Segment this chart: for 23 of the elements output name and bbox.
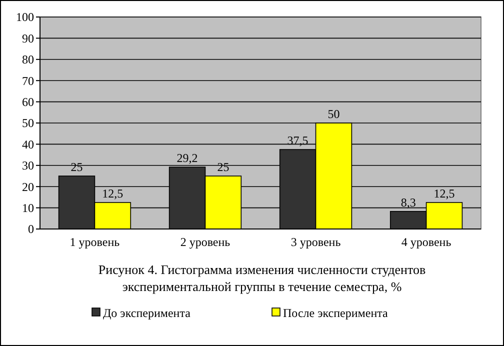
y-tick-label: 100 <box>16 10 34 24</box>
y-tick-label: 90 <box>22 31 34 46</box>
y-tick-label: 50 <box>22 116 34 130</box>
x-tick-label: 4 уровень <box>401 235 452 249</box>
y-tick-label: 20 <box>22 180 34 194</box>
data-label: 12,5 <box>102 186 124 200</box>
y-tick-label: 10 <box>22 201 34 215</box>
data-label: 50 <box>328 107 340 121</box>
y-tick-label: 60 <box>22 95 34 109</box>
y-tick-label: 30 <box>22 158 34 173</box>
y-tick-label: 40 <box>22 137 34 152</box>
data-label: 12,5 <box>434 186 455 200</box>
data-label: 29,2 <box>176 151 198 166</box>
y-tick-label: 70 <box>22 74 34 88</box>
legend-label: После эксперимента <box>283 306 389 320</box>
x-tick-label: 1 уровень <box>70 235 120 249</box>
data-label: 8,3 <box>400 195 416 210</box>
legend-label: До эксперимента <box>103 306 192 320</box>
text: Рисунок 4. Гистограмма изменения численности студентов экспериментальной группы в течение семестра, % <box>98 262 426 294</box>
y-tick-label: 80 <box>22 52 34 67</box>
x-tick-label: 3 уровень <box>290 235 342 249</box>
y-tick-label: 0 <box>28 222 34 236</box>
x-tick-label: 2 уровень <box>180 235 231 249</box>
